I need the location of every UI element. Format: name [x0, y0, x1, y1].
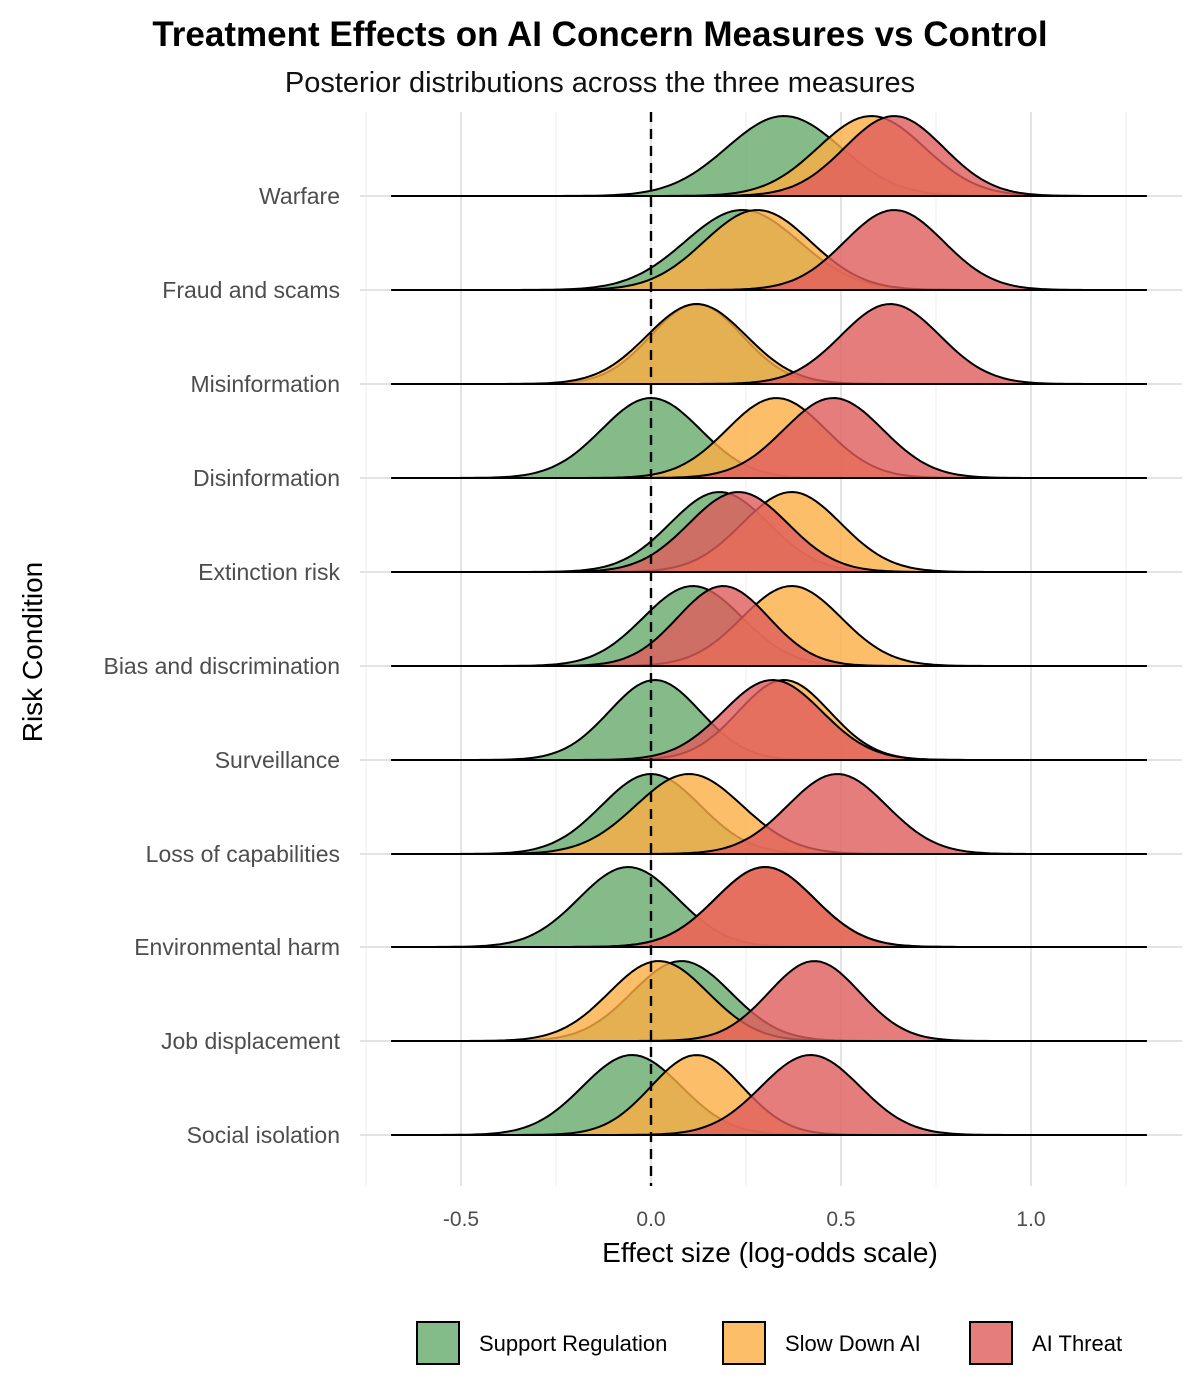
- legend-label: AI Threat: [1032, 1331, 1122, 1356]
- density-ai-threat: [391, 491, 1147, 573]
- y-tick-labels: Warfare Fraud and scams Misinformation Disi…: [103, 183, 340, 1148]
- ridge-row: [391, 773, 1147, 855]
- x-tick-label: -0.5: [443, 1208, 479, 1231]
- legend-label: Support Regulation: [479, 1331, 667, 1356]
- density-ai-threat: [391, 585, 1147, 667]
- y-tick-label: Social isolation: [187, 1122, 340, 1148]
- x-tick-label: 1.0: [1016, 1208, 1045, 1231]
- legend: Support Regulation Slow Down AI AI Threat: [416, 1321, 1122, 1365]
- y-tick-label: Warfare: [259, 183, 340, 209]
- y-axis-title: Risk Condition: [17, 562, 48, 743]
- ridge-row: [391, 115, 1147, 197]
- y-tick-label: Environmental harm: [134, 934, 340, 960]
- y-tick-label: Loss of capabilities: [146, 841, 340, 867]
- legend-item: Support Regulation: [416, 1321, 667, 1365]
- density-ai-threat: [391, 773, 1147, 855]
- density-ai-threat: [391, 115, 1147, 197]
- density-ai-threat: [391, 960, 1147, 1042]
- ridge-row: [391, 303, 1147, 385]
- y-tick-label: Misinformation: [190, 371, 340, 397]
- ridge-row: [391, 1054, 1147, 1136]
- legend-swatch: [416, 1321, 460, 1365]
- chart-subtitle: Posterior distributions across the three…: [285, 67, 915, 99]
- ridges: [391, 115, 1147, 1136]
- x-axis-title: Effect size (log-odds scale): [602, 1237, 938, 1268]
- y-tick-label: Bias and discrimination: [103, 653, 340, 679]
- density-ai-threat: [391, 1054, 1147, 1136]
- density-ai-threat: [391, 679, 1147, 761]
- ridge-row: [391, 960, 1147, 1042]
- y-tick-label: Surveillance: [215, 747, 340, 773]
- density-ai-threat: [391, 303, 1147, 385]
- ridge-row: [391, 397, 1147, 479]
- legend-swatch: [969, 1321, 1013, 1365]
- density-ai-threat: [391, 209, 1147, 291]
- y-tick-label: Disinformation: [193, 465, 340, 491]
- ridge-row: [391, 491, 1147, 573]
- ridge-row: [391, 679, 1147, 761]
- ridge-row: [391, 585, 1147, 667]
- legend-swatch: [722, 1321, 766, 1365]
- legend-label: Slow Down AI: [785, 1331, 921, 1356]
- x-tick-label: 0.5: [826, 1208, 855, 1231]
- x-tick-label: 0.0: [636, 1208, 665, 1231]
- density-slow-down-ai: [391, 209, 1147, 291]
- legend-item: AI Threat: [969, 1321, 1122, 1365]
- density-ai-threat: [391, 866, 1147, 948]
- chart-title: Treatment Effects on AI Concern Measures…: [152, 15, 1047, 54]
- ridge-row: [391, 866, 1147, 948]
- y-tick-label: Fraud and scams: [162, 277, 340, 303]
- y-tick-label: Extinction risk: [198, 559, 340, 585]
- x-tick-labels: -0.5 0.0 0.5 1.0: [443, 1208, 1046, 1231]
- density-slow-down-ai: [391, 303, 1147, 385]
- ridge-row: [391, 209, 1147, 291]
- y-tick-label: Job displacement: [161, 1028, 341, 1054]
- legend-item: Slow Down AI: [722, 1321, 921, 1365]
- density-ai-threat: [391, 397, 1147, 479]
